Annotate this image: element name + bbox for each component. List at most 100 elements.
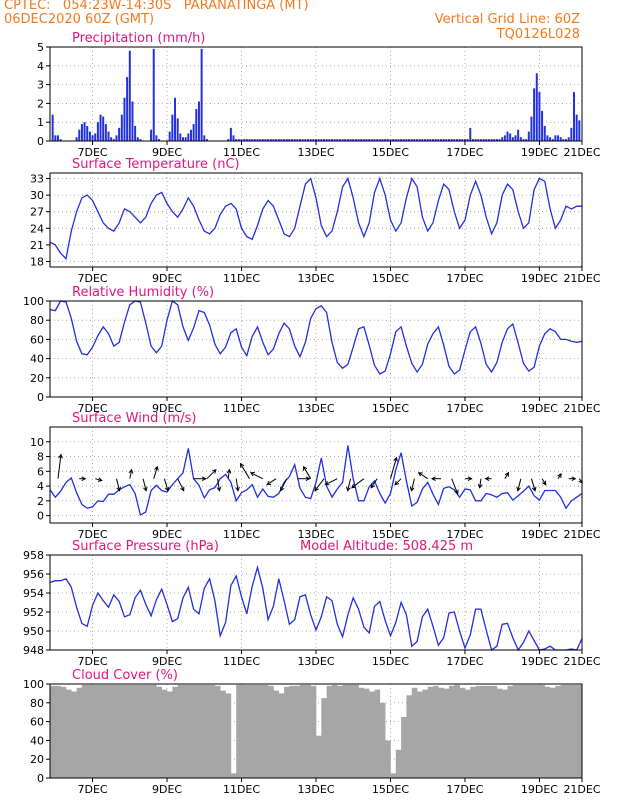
precip-bar: [482, 139, 485, 141]
temperature-y-tick-label: 33: [30, 173, 44, 186]
wind-arrow: [235, 478, 240, 492]
cloud-bar: [518, 684, 524, 778]
cloud-y-tick-label: 60: [30, 716, 44, 729]
precip-bar: [527, 131, 530, 141]
wind-arrow: [530, 478, 537, 492]
precip-bar: [78, 129, 81, 141]
precip-bar: [533, 88, 536, 141]
temperature-x-tick-label: 19DEC: [521, 272, 558, 285]
precip-bar: [112, 139, 115, 141]
wind-arrow: [206, 468, 217, 480]
cloud-bar: [491, 685, 498, 778]
precip-bar: [426, 139, 429, 141]
precip-bar: [102, 116, 105, 141]
precip-bar: [243, 139, 246, 141]
precip-bar: [338, 139, 341, 141]
precip-bar: [264, 139, 267, 141]
cloud-bar: [523, 684, 530, 778]
precip-y-tick-label: 2: [37, 97, 44, 110]
cloud-bar: [353, 684, 359, 778]
wind-x-tick-label: 7DEC: [78, 528, 108, 541]
wind-x-tick-label: 13DEC: [297, 528, 334, 541]
cloud-bar: [337, 685, 343, 778]
cloud-bar: [92, 684, 99, 778]
cloud-bar: [316, 735, 322, 778]
cloud-bar: [390, 773, 397, 778]
precip-bar: [110, 137, 113, 141]
wind-arrow: [95, 477, 103, 482]
temperature-panel-title: Surface Temperature (nC): [72, 157, 240, 172]
precip-x-tick-label: 13DEC: [297, 146, 334, 159]
precip-bar: [445, 139, 448, 141]
precip-bar: [373, 139, 376, 141]
cloud-bar: [438, 687, 444, 778]
precip-bar: [498, 139, 501, 141]
precip-bar: [474, 139, 477, 141]
cloud-bar: [374, 689, 381, 778]
pressure-y-tick-label: 948: [23, 644, 44, 657]
wind-arrow: [280, 478, 288, 492]
cloud-bar: [55, 685, 61, 778]
cloud-bar: [528, 684, 535, 778]
precip-bar: [296, 139, 299, 141]
precip-bar: [349, 139, 352, 141]
precip-bar: [245, 139, 248, 141]
precip-bar: [448, 139, 450, 141]
precip-bar: [283, 139, 286, 141]
wind-x-tick-label: 17DEC: [446, 528, 483, 541]
precip-bar: [408, 139, 411, 141]
wind-arrow: [351, 478, 365, 489]
cloud-x-tick-label: 17DEC: [446, 783, 483, 796]
cloud-bar: [140, 684, 147, 778]
cloud-bar: [124, 684, 131, 778]
pressure-x-tick-label: 13DEC: [297, 655, 334, 668]
cloud-bar: [395, 749, 402, 778]
precip-bar: [192, 124, 195, 141]
cloud-bar: [183, 684, 189, 778]
cloud-bar: [459, 687, 466, 778]
precip-bar: [519, 137, 522, 141]
cloud-bar: [480, 685, 487, 778]
wind-arrow: [79, 476, 87, 482]
cloud-bar: [97, 684, 104, 778]
cloud-bar: [230, 773, 237, 778]
wind-arrow: [451, 478, 459, 495]
precip-bar: [136, 137, 139, 141]
precip-bar: [357, 139, 360, 141]
precip-x-tick-label: 11DEC: [223, 146, 260, 159]
precip-bar: [203, 135, 206, 141]
wind-arrow: [370, 478, 378, 489]
cloud-bar: [289, 685, 296, 778]
precip-bar: [450, 139, 453, 141]
wind-arrow: [116, 478, 121, 492]
precip-bar: [559, 137, 562, 141]
precip-bar: [493, 139, 496, 141]
cloud-bar: [342, 684, 349, 778]
precip-bar: [182, 137, 184, 141]
cloud-bar: [113, 684, 120, 778]
wind-arrow: [266, 478, 277, 486]
precip-bar: [562, 139, 565, 141]
precip-bar: [469, 127, 472, 141]
cloud-bar: [401, 716, 407, 778]
cloud-bar: [576, 684, 583, 778]
cloud-bar: [145, 684, 152, 778]
header-date-line: 06DEC2020 60Z (GMT): [4, 12, 155, 27]
precip-bar: [487, 139, 490, 141]
precip-bar: [272, 139, 275, 141]
precip-bar: [466, 139, 469, 141]
wind-x-tick-label: 9DEC: [152, 528, 182, 541]
humidity-series-line: [49, 299, 583, 375]
precip-bar: [126, 77, 129, 141]
temperature-y-tick-label: 24: [30, 222, 44, 235]
precip-bar: [418, 139, 421, 141]
cloud-bar: [81, 684, 88, 778]
wind-arrow: [128, 468, 134, 479]
wind-arrow: [389, 456, 398, 479]
precip-bar: [554, 135, 557, 141]
cloud-bar: [209, 684, 216, 778]
precip-bar: [535, 73, 538, 141]
pressure-y-tick-label: 954: [23, 587, 44, 600]
precip-bar: [362, 139, 365, 141]
